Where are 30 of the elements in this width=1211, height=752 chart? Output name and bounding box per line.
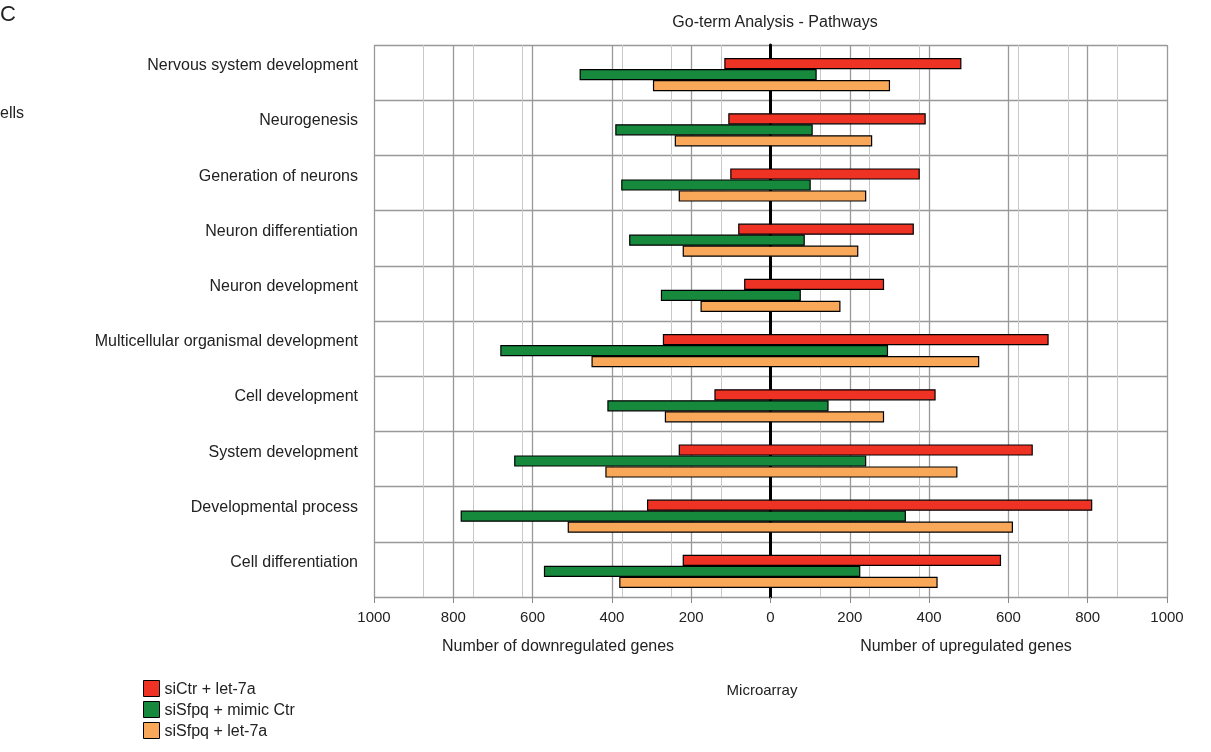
y-tick-label: Neuron development xyxy=(209,276,359,294)
x-tick-label: 800 xyxy=(1075,608,1101,625)
y-tick-label: Neurogenesis xyxy=(259,111,358,129)
x-tick-label: 1000 xyxy=(1150,608,1184,625)
y-tick-label: Cell differentiation xyxy=(230,552,358,570)
y-tick-label: Generation of neurons xyxy=(198,166,358,184)
text: Number of upregulated genes xyxy=(860,636,1072,654)
x-tick-label: 400 xyxy=(599,608,625,625)
x-tick-label: 600 xyxy=(995,608,1021,625)
chart-title: Go-term Analysis - Pathways xyxy=(672,12,878,30)
x-tick-label: 800 xyxy=(440,608,466,625)
text: C xyxy=(0,0,16,26)
y-tick-label: System development xyxy=(208,442,359,460)
y-tick-label: Multicellular organismal development xyxy=(94,332,359,350)
legend-label: siSfpq + let-7a xyxy=(164,722,268,739)
legend-label: siCtr + let-7a xyxy=(164,680,256,697)
y-tick-label: Nervous system development xyxy=(147,56,359,74)
y-tick-label: Neuron differentiation xyxy=(205,221,358,239)
x-axis-title: Number of downregulated genes xyxy=(441,636,675,654)
legend-label: siSfpq + mimic Ctr xyxy=(164,701,296,718)
text: Microarray xyxy=(726,681,798,698)
y-tick-label: Cell development xyxy=(234,387,359,405)
text: ells xyxy=(0,103,25,121)
x-tick-label: 1000 xyxy=(357,608,391,625)
x-tick-label: 200 xyxy=(678,608,704,625)
x-tick-label: 200 xyxy=(837,608,863,625)
x-tick-label: 0 xyxy=(766,608,775,625)
x-tick-label: 400 xyxy=(916,608,942,625)
x-tick-label: 600 xyxy=(520,608,546,625)
y-tick-label: Developmental process xyxy=(190,497,358,515)
